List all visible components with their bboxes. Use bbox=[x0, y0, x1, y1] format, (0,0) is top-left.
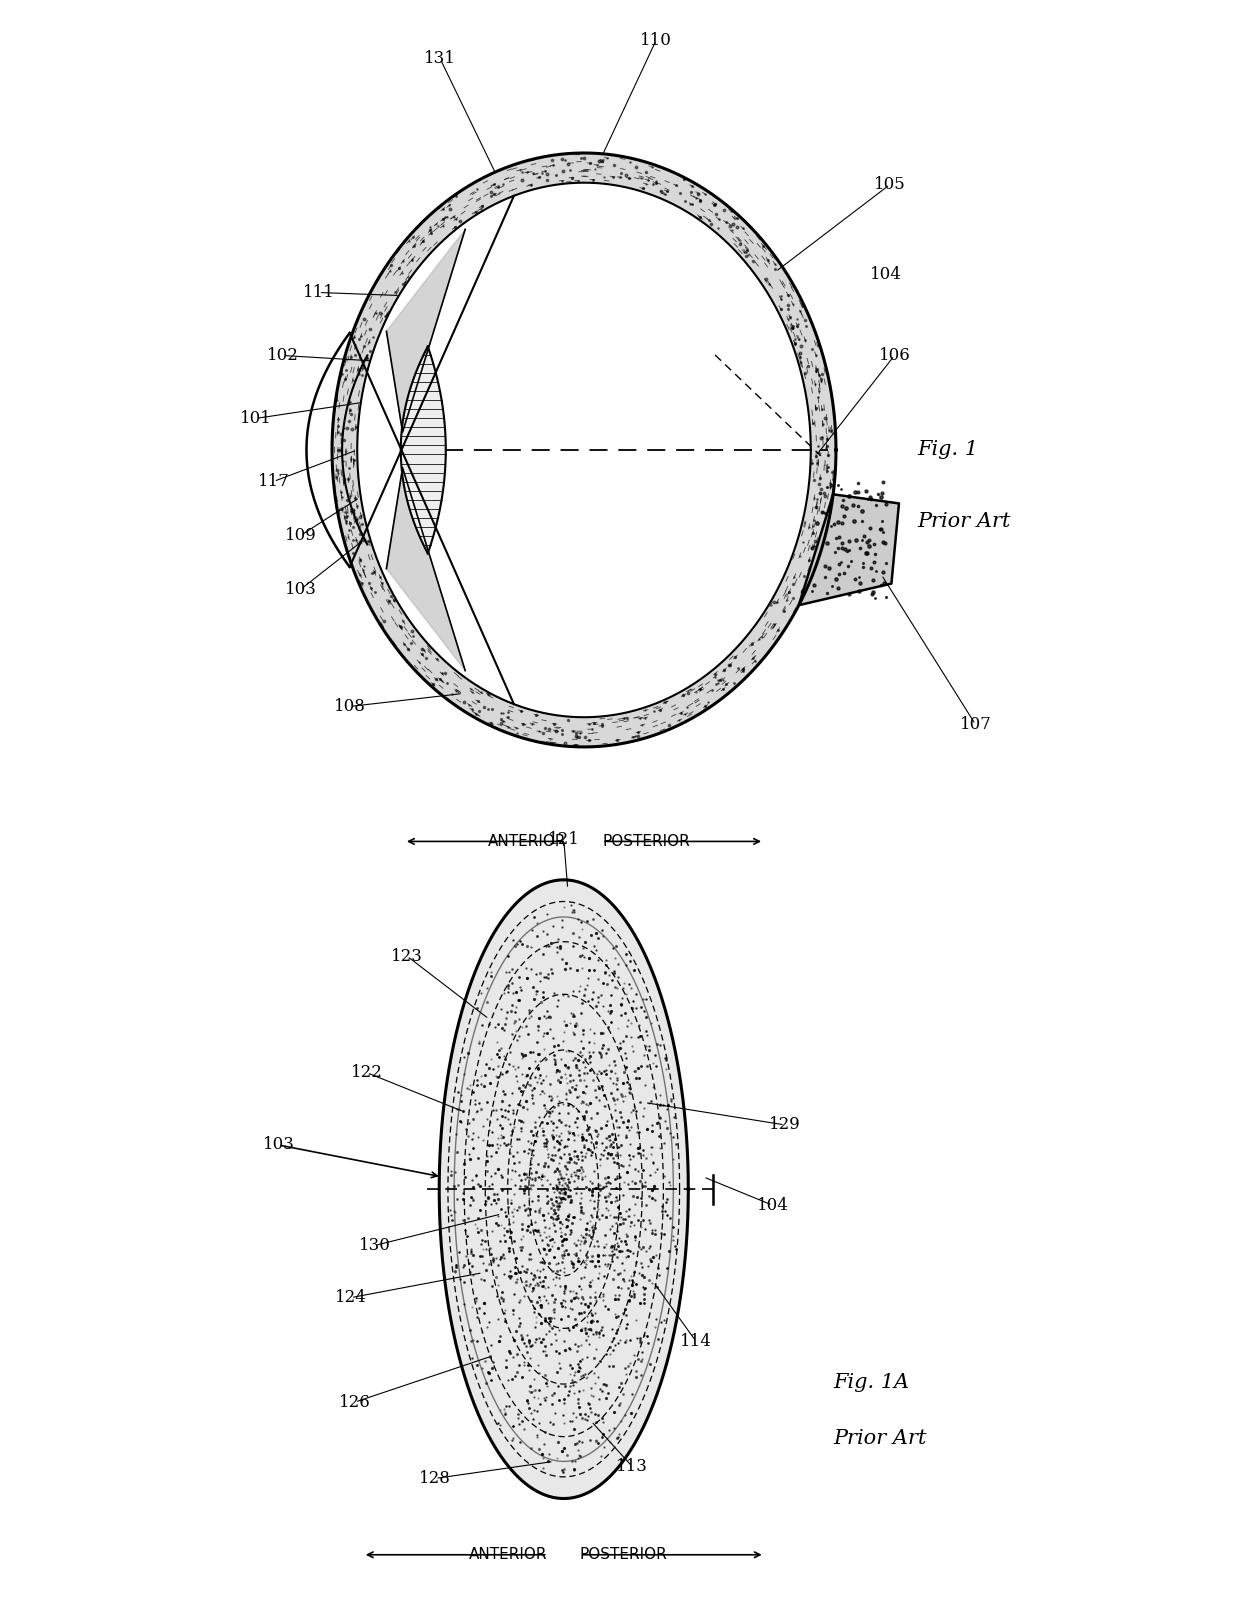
Text: 122: 122 bbox=[351, 1064, 383, 1082]
Text: POSTERIOR: POSTERIOR bbox=[601, 834, 689, 848]
Text: 113: 113 bbox=[616, 1458, 649, 1475]
Text: 126: 126 bbox=[339, 1393, 371, 1411]
Text: 103: 103 bbox=[285, 582, 316, 598]
Text: 102: 102 bbox=[267, 347, 299, 363]
Text: 128: 128 bbox=[419, 1470, 451, 1486]
Text: 101: 101 bbox=[239, 410, 272, 427]
Text: 130: 130 bbox=[360, 1237, 391, 1253]
Text: 105: 105 bbox=[874, 177, 906, 193]
Text: 108: 108 bbox=[334, 697, 366, 715]
Text: 104: 104 bbox=[869, 267, 901, 283]
Text: Fig. 1: Fig. 1 bbox=[916, 440, 978, 460]
Text: Prior Art: Prior Art bbox=[833, 1429, 926, 1448]
Text: ANTERIOR: ANTERIOR bbox=[487, 834, 565, 848]
Text: 111: 111 bbox=[303, 284, 335, 301]
Text: 106: 106 bbox=[879, 347, 910, 363]
Text: 131: 131 bbox=[424, 50, 456, 67]
Text: Prior Art: Prior Art bbox=[916, 513, 1011, 532]
Text: 110: 110 bbox=[640, 32, 672, 48]
Text: 121: 121 bbox=[548, 831, 579, 848]
Polygon shape bbox=[799, 495, 899, 606]
Polygon shape bbox=[387, 468, 465, 670]
Text: 107: 107 bbox=[960, 717, 992, 733]
Text: 124: 124 bbox=[335, 1289, 367, 1306]
Text: Fig. 1A: Fig. 1A bbox=[833, 1372, 909, 1392]
Text: 129: 129 bbox=[769, 1117, 801, 1133]
Polygon shape bbox=[401, 347, 445, 553]
Text: ANTERIOR: ANTERIOR bbox=[469, 1548, 548, 1562]
Text: 114: 114 bbox=[681, 1334, 712, 1350]
Polygon shape bbox=[387, 230, 465, 432]
Text: 117: 117 bbox=[258, 472, 289, 490]
Text: 123: 123 bbox=[391, 948, 423, 964]
Text: POSTERIOR: POSTERIOR bbox=[580, 1548, 667, 1562]
Text: 109: 109 bbox=[285, 527, 316, 543]
Text: 103: 103 bbox=[263, 1136, 294, 1154]
Text: 104: 104 bbox=[756, 1197, 789, 1213]
Polygon shape bbox=[332, 153, 836, 747]
Polygon shape bbox=[439, 881, 688, 1498]
